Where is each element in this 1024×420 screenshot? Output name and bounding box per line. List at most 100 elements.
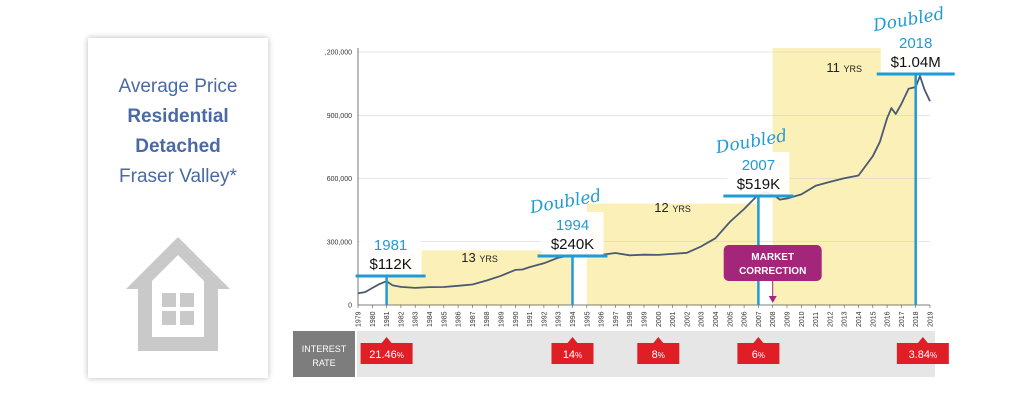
price-line bbox=[357, 75, 931, 295]
rate-number: 8 bbox=[652, 349, 658, 361]
x-tick-label: 1984 bbox=[427, 311, 434, 327]
rate-badge bbox=[637, 343, 680, 364]
rate-value: 21.46% bbox=[369, 349, 404, 361]
x-tick-label: 2006 bbox=[742, 311, 749, 327]
x-tick-label: 1981 bbox=[384, 311, 391, 327]
rate-badge-tip bbox=[381, 337, 392, 343]
card-line-1: Average Price bbox=[118, 76, 238, 97]
x-tick-label: 1999 bbox=[642, 311, 649, 327]
price-series bbox=[357, 75, 931, 295]
y-tick-label: 600,000 bbox=[327, 176, 352, 183]
market-correction-line2: CORRECTION bbox=[739, 266, 806, 277]
house-icon bbox=[126, 237, 230, 351]
rate-badge bbox=[737, 343, 780, 364]
shaded-periods bbox=[386, 48, 916, 305]
x-tick-label: 1983 bbox=[413, 311, 420, 327]
x-tick-label: 1990 bbox=[513, 311, 520, 327]
x-tick-label: 1994 bbox=[570, 311, 577, 327]
x-tick-label: 1997 bbox=[613, 311, 620, 327]
x-tick-label: 1998 bbox=[627, 311, 634, 327]
annotation-box bbox=[880, 30, 951, 74]
annotation-box bbox=[541, 212, 604, 256]
x-tick-label: 2008 bbox=[770, 311, 777, 327]
market-correction: MARKET CORRECTION bbox=[723, 245, 822, 303]
rate-value: 14% bbox=[563, 349, 582, 361]
x-tick-label: 1985 bbox=[441, 311, 448, 327]
annotation-year: 2007 bbox=[742, 157, 775, 174]
period-label: 11 YRS bbox=[826, 60, 862, 75]
period-unit: YRS bbox=[672, 204, 691, 214]
rate-value: 6% bbox=[752, 349, 765, 361]
rate-unit: % bbox=[758, 351, 765, 360]
annotation-value: $240K bbox=[551, 236, 594, 253]
x-tick-label: 1992 bbox=[541, 311, 548, 327]
annotation-value: $519K bbox=[737, 176, 780, 193]
interest-rate-label-line1: INTEREST bbox=[302, 344, 347, 354]
period-unit: YRS bbox=[843, 64, 862, 74]
rate-badge-tip bbox=[753, 337, 764, 343]
x-tick-label: 1979 bbox=[356, 311, 363, 327]
annotations: 1981$112K1994$240KDoubled2007$519KDouble… bbox=[355, 4, 955, 305]
annotation-year: 1981 bbox=[374, 237, 407, 254]
rate-number: 3.84 bbox=[909, 349, 930, 361]
x-tick-label: 2001 bbox=[670, 311, 677, 327]
x-tick-label: 2018 bbox=[913, 311, 920, 327]
annotation-year: 1994 bbox=[556, 217, 589, 234]
x-tick-label: 2012 bbox=[827, 311, 834, 327]
x-tick-label: 2017 bbox=[899, 311, 906, 327]
market-correction-badge bbox=[723, 245, 822, 281]
x-tick-label: 2004 bbox=[713, 311, 720, 327]
annotation-value: $112K bbox=[369, 256, 411, 273]
period-label: 13 YRS bbox=[461, 250, 498, 265]
market-correction-line1: MARKET bbox=[751, 252, 794, 263]
period-label: 12 YRS bbox=[654, 200, 691, 215]
x-tick-label: 1993 bbox=[556, 311, 563, 327]
x-tick-label: 2014 bbox=[856, 311, 863, 327]
interest-rate-label-line2: RATE bbox=[312, 358, 335, 368]
x-tick-label: 1982 bbox=[398, 311, 405, 327]
rate-badge-tip bbox=[653, 337, 664, 343]
rate-badge bbox=[360, 343, 413, 364]
rate-value: 3.84% bbox=[909, 349, 938, 361]
card-line-2: Residential bbox=[127, 106, 229, 127]
annotation-value: $1.04M bbox=[891, 54, 941, 71]
rate-value: 8% bbox=[652, 349, 665, 361]
rate-number: 21.46 bbox=[369, 349, 397, 361]
rate-unit: % bbox=[575, 351, 582, 360]
period-years: 13 bbox=[461, 250, 479, 265]
axes: 0 300,000 600,000 900,000 ,200,000 1979 1980 19… bbox=[325, 48, 935, 327]
annotation-year: 2018 bbox=[899, 35, 932, 52]
period-years: 11 bbox=[826, 60, 843, 75]
x-tick-label: 1991 bbox=[527, 311, 534, 327]
y-tick-label: 900,000 bbox=[327, 113, 352, 120]
card-line-3: Detached bbox=[135, 136, 221, 157]
x-tick-label: 1989 bbox=[499, 311, 506, 327]
x-tick-label: 2002 bbox=[684, 311, 691, 327]
rate-badge-tip bbox=[917, 337, 928, 343]
x-tick-label: 1987 bbox=[470, 311, 477, 327]
rate-badge-tip bbox=[567, 337, 578, 343]
x-tick-label: 1986 bbox=[456, 311, 463, 327]
period-years: 12 bbox=[654, 200, 672, 215]
annotation-box bbox=[359, 232, 422, 276]
rate-unit: % bbox=[397, 351, 404, 360]
card-title: Average Price Residential Detached Frase… bbox=[88, 72, 268, 192]
grid bbox=[358, 51, 930, 243]
x-tick-label: 2019 bbox=[928, 311, 935, 327]
x-tick-label: 1988 bbox=[484, 311, 491, 327]
x-tick-label: 2016 bbox=[885, 311, 892, 327]
rate-number: 14 bbox=[563, 349, 575, 361]
info-card: Average Price Residential Detached Frase… bbox=[88, 38, 268, 378]
rate-unit: % bbox=[930, 351, 937, 360]
x-tick-label: 2015 bbox=[870, 311, 877, 327]
x-tick-label: 2007 bbox=[756, 311, 763, 327]
rate-badge bbox=[551, 343, 594, 364]
x-tick-label: 2009 bbox=[785, 311, 792, 327]
x-tick-label: 1995 bbox=[584, 311, 591, 327]
x-tick-label: 2000 bbox=[656, 311, 663, 327]
annotation-box bbox=[727, 152, 790, 196]
x-tick-label: 2003 bbox=[699, 311, 706, 327]
